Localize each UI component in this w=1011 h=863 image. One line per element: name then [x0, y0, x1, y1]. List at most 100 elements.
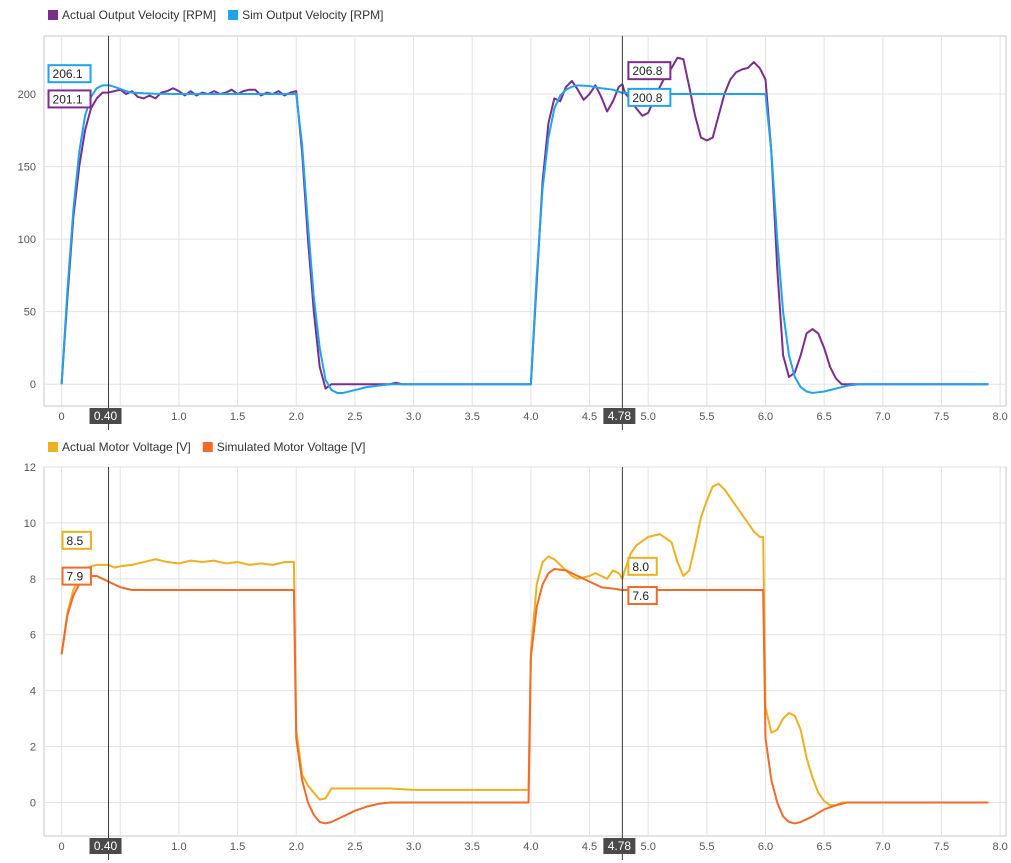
y-tick-label: 0 — [30, 797, 36, 809]
cursor-badge-label: 4.78 — [608, 409, 632, 423]
x-tick-label: 3.5 — [465, 841, 480, 853]
x-tick-label: 4.5 — [582, 841, 597, 853]
x-tick-label: 3.0 — [406, 411, 421, 423]
y-tick-label: 50 — [24, 307, 36, 319]
legend-item-2[interactable]: Simulated Motor Voltage [V] — [202, 440, 366, 454]
y-tick-label: 8 — [30, 574, 36, 586]
readout-value: 206.1 — [53, 67, 83, 81]
legend-label: Sim Output Velocity [RPM] — [242, 8, 383, 22]
legend-item-1[interactable]: Actual Output Velocity [RPM] — [48, 8, 216, 22]
y-tick-label: 6 — [30, 630, 36, 642]
readout-box — [627, 586, 658, 605]
x-tick-label: 7.0 — [875, 411, 890, 423]
x-tick-label: 7.5 — [934, 411, 949, 423]
x-tick-label: 4.0 — [523, 411, 538, 423]
cursor-badge-1[interactable]: 0.40 — [89, 838, 122, 854]
readout-value: 206.8 — [632, 64, 662, 78]
grid — [44, 466, 1006, 836]
readout-label: 8.0 — [627, 556, 658, 576]
x-tick-label: 2.5 — [347, 841, 362, 853]
x-tick-label: 2.5 — [347, 411, 362, 423]
readout-box — [627, 556, 658, 576]
series-line-1 — [60, 482, 989, 807]
x-tick-label: 3.0 — [406, 841, 421, 853]
chart-panel-2: Actual Motor Voltage [V] Simulated Motor … — [24, 440, 1008, 860]
cursor-badge-bg — [603, 408, 636, 424]
cursor-badge-2[interactable]: 4.78 — [603, 408, 636, 424]
y-tick-label: 10 — [24, 518, 36, 530]
plot-area[interactable] — [43, 466, 1007, 837]
chart-panel-1: Actual Output Velocity [RPM] Sim Output V… — [18, 8, 1008, 430]
series-line-2 — [60, 568, 989, 825]
x-tick-label: 5.0 — [641, 841, 656, 853]
readout-label: 201.1 — [47, 89, 92, 109]
series-line-2 — [60, 84, 989, 394]
x-tick-label: 6.0 — [758, 411, 773, 423]
legend-item-1[interactable]: Actual Motor Voltage [V] — [48, 440, 191, 454]
x-tick-label: 2.0 — [289, 841, 304, 853]
series-lines — [60, 56, 989, 394]
readout-box — [627, 61, 672, 81]
x-tick-label: 1.5 — [230, 841, 245, 853]
readout-label: 206.1 — [47, 64, 92, 84]
cursor-badge-label: 4.78 — [608, 839, 632, 853]
series-lines — [60, 482, 989, 825]
x-tick-label: 5.0 — [641, 411, 656, 423]
y-tick-label: 0 — [30, 379, 36, 391]
cursor-badge-1[interactable]: 0.40 — [89, 408, 122, 424]
x-tick-label: 0 — [59, 841, 65, 853]
x-tick-label: 0 — [59, 411, 65, 423]
readout-label: 206.8 — [627, 61, 672, 81]
readout-value: 201.1 — [53, 92, 83, 106]
readout-value: 200.8 — [632, 91, 662, 105]
cursor-badge-bg — [89, 408, 122, 424]
x-tick-label: 5.5 — [699, 841, 714, 853]
readout-value: 8.0 — [632, 560, 649, 574]
legend-swatch — [202, 442, 213, 452]
cursor-badge-label: 0.40 — [94, 839, 118, 853]
readout-box — [47, 89, 92, 109]
legend-swatch — [48, 10, 58, 20]
readout-box — [61, 566, 92, 586]
legend-swatch — [48, 442, 58, 452]
readout-value: 7.6 — [632, 589, 649, 603]
x-tick-label: 3.5 — [465, 411, 480, 423]
x-tick-label: 6.0 — [758, 841, 773, 853]
x-tick-label: 4.0 — [523, 841, 538, 853]
x-tick-label: 7.5 — [934, 841, 949, 853]
x-tick-label: 4.5 — [582, 411, 597, 423]
readout-value: 8.5 — [67, 534, 84, 548]
cursor-badge-bg — [603, 838, 636, 854]
legend-label: Actual Output Velocity [RPM] — [62, 8, 216, 22]
readout-label: 200.8 — [627, 87, 672, 107]
readout-label: 7.9 — [61, 566, 92, 586]
y-tick-label: 150 — [18, 162, 36, 174]
legend-label: Actual Motor Voltage [V] — [62, 440, 191, 454]
cursor-badge-label: 0.40 — [94, 409, 118, 423]
x-tick-label: 1.0 — [171, 411, 186, 423]
x-tick-label: 2.0 — [289, 411, 304, 423]
y-tick-label: 12 — [24, 462, 36, 474]
readout-box — [47, 64, 92, 84]
legend-item-2[interactable]: Sim Output Velocity [RPM] — [228, 8, 383, 22]
x-tick-label: 8.0 — [992, 841, 1007, 853]
legend-label: Simulated Motor Voltage [V] — [217, 440, 366, 454]
cursor-badge-bg — [89, 838, 122, 854]
cursor-badge-2[interactable]: 4.78 — [603, 838, 636, 854]
y-tick-label: 2 — [30, 742, 36, 754]
x-tick-label: 6.5 — [817, 411, 832, 423]
x-tick-label: 1.0 — [171, 841, 186, 853]
readout-label: 8.5 — [61, 530, 92, 550]
readout-value: 7.9 — [67, 570, 84, 584]
y-tick-label: 200 — [18, 89, 36, 101]
x-tick-label: 8.0 — [992, 411, 1007, 423]
x-tick-label: 6.5 — [817, 841, 832, 853]
legend-swatch — [228, 10, 239, 20]
readout-box — [627, 87, 672, 107]
readout-box — [61, 530, 92, 550]
x-tick-label: 1.5 — [230, 411, 245, 423]
plot-area[interactable] — [43, 35, 1007, 407]
readout-label: 7.6 — [627, 586, 658, 605]
